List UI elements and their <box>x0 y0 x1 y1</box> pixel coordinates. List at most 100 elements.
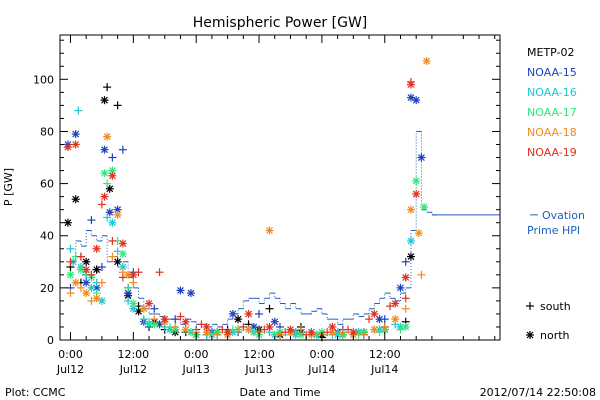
south-marker <box>150 304 159 313</box>
south-marker <box>103 213 112 222</box>
legend-entry-noaa-17: NOAA-17 <box>527 106 577 119</box>
north-marker <box>417 153 426 162</box>
south-marker <box>124 283 133 292</box>
north-marker <box>234 315 243 324</box>
x-tick-date-2: Jul13 <box>182 363 210 376</box>
north-marker <box>129 270 138 279</box>
y-tick-label-1: 20 <box>40 282 54 295</box>
x-tick-time-3: 12:00 <box>243 348 275 361</box>
north-marker <box>412 190 421 199</box>
north-marker <box>100 169 109 178</box>
south-marker <box>171 322 180 331</box>
south-marker <box>401 294 410 303</box>
north-marker <box>420 203 429 212</box>
legend-south-label: south <box>540 300 571 313</box>
north-marker <box>71 195 80 204</box>
north-marker <box>202 328 211 337</box>
north-marker <box>113 210 122 219</box>
south-marker <box>296 325 305 334</box>
legend-ovation-label: Ovation <box>542 209 585 222</box>
north-marker <box>63 143 72 152</box>
chart-title: Hemispheric Power [GW] <box>193 15 368 31</box>
south-marker <box>171 315 180 324</box>
x-tick-date-0: Jul12 <box>56 363 84 376</box>
south-marker <box>155 268 164 277</box>
north-marker <box>87 283 96 292</box>
north-marker <box>181 317 190 326</box>
south-marker <box>97 263 106 272</box>
north-marker <box>92 294 101 303</box>
south-marker <box>265 304 274 313</box>
north-marker <box>223 328 232 337</box>
south-marker <box>113 101 122 110</box>
x-axis: 0:00 Jul12 12:00 Jul12 0:00 Jul13 12:00 Jul13 0:… <box>56 35 496 376</box>
north-marker <box>82 265 91 274</box>
north-marker <box>406 205 415 214</box>
north-marker <box>370 325 379 334</box>
north-marker <box>244 309 253 318</box>
legend-entry-metp-02: METP-02 <box>527 46 575 59</box>
north-marker <box>108 218 117 227</box>
north-marker <box>105 184 114 193</box>
south-marker <box>76 252 85 261</box>
y-tick-label-5: 100 <box>33 73 54 86</box>
x-axis-label: Date and Time <box>240 386 321 399</box>
south-marker <box>401 304 410 313</box>
north-marker <box>100 96 109 105</box>
ovation-series <box>70 130 500 328</box>
north-marker <box>307 328 316 337</box>
north-marker <box>71 278 80 287</box>
south-marker <box>87 270 96 279</box>
south-marker <box>97 278 106 287</box>
south-marker <box>103 83 112 92</box>
north-marker <box>406 252 415 261</box>
y-axis: 0 20 40 60 80 100 <box>33 39 500 347</box>
south-marker <box>74 106 83 115</box>
south-marker <box>380 322 389 331</box>
y-tick-label-2: 40 <box>40 230 54 243</box>
legend: METP-02 NOAA-15 NOAA-16 NOAA-17 NOAA-18 NOAA-… <box>526 46 585 342</box>
x-tick-time-2: 0:00 <box>184 348 209 361</box>
north-marker <box>422 57 431 66</box>
north-marker <box>66 270 75 279</box>
north-marker <box>63 218 72 227</box>
north-marker <box>265 226 274 235</box>
y-axis-label: P [GW] <box>2 168 15 206</box>
south-marker <box>76 283 85 292</box>
north-marker <box>265 322 274 331</box>
north-marker <box>406 236 415 245</box>
legend-south <box>526 302 534 310</box>
x-tick-time-0: 0:00 <box>58 348 83 361</box>
north-marker <box>396 283 405 292</box>
south-marker <box>66 257 75 266</box>
south-marker <box>103 179 112 188</box>
north-marker <box>270 317 279 326</box>
north-marker <box>328 322 337 331</box>
north-marker <box>139 304 148 313</box>
north-marker <box>105 208 114 217</box>
legend-north-label: north <box>540 329 570 342</box>
north-marker <box>412 96 421 105</box>
legend-entry-noaa-19: NOAA-19 <box>527 146 577 159</box>
north-marker <box>401 322 410 331</box>
north-marker <box>414 229 423 238</box>
north-marker <box>71 130 80 139</box>
north-marker <box>71 140 80 149</box>
south-marker <box>97 200 106 209</box>
south-marker <box>276 330 284 339</box>
south-marker <box>108 236 117 245</box>
south-marker <box>234 325 243 334</box>
north-marker <box>118 239 127 248</box>
y-tick-label-0: 0 <box>47 334 54 347</box>
plot-frame <box>59 34 501 341</box>
north-marker <box>228 309 237 318</box>
south-marker <box>66 244 75 253</box>
south-marker <box>129 278 138 287</box>
x-tick-date-4: Jul14 <box>307 363 335 376</box>
x-tick-time-1: 12:00 <box>117 348 149 361</box>
x-tick-time-5: 12:00 <box>369 348 401 361</box>
north-marker <box>401 273 410 282</box>
north-marker <box>92 244 101 253</box>
south-marker <box>118 273 127 282</box>
north-marker <box>160 315 169 324</box>
